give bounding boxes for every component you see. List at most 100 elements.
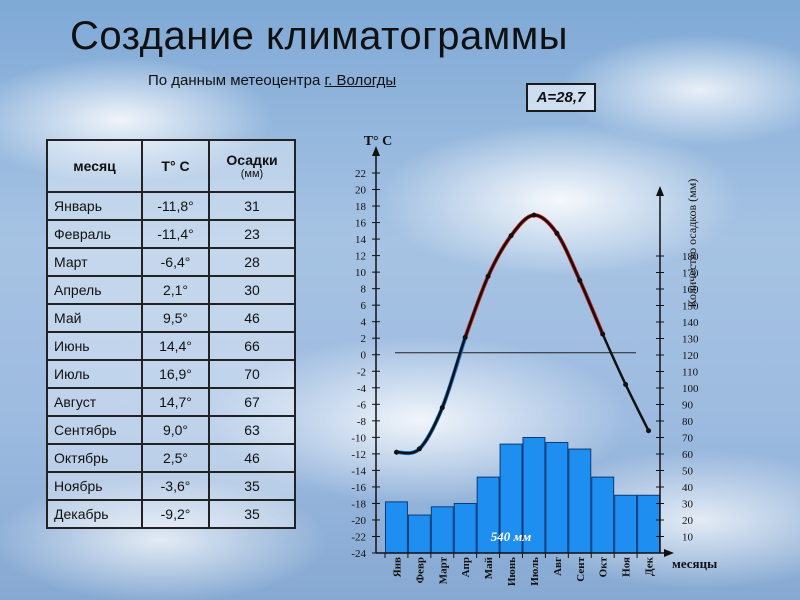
header-month: месяц [46, 139, 143, 193]
temp-tick-label: 0 [361, 350, 367, 362]
header-temp: Т° С [141, 139, 210, 193]
month-label: Июнь [506, 557, 518, 586]
table-row: Апрель 2,1° 30 [46, 275, 296, 305]
annual-total-label: 540 мм [491, 529, 532, 544]
temp-tick-label: -14 [351, 465, 366, 477]
temp-tick-label: 18 [355, 201, 367, 213]
temp-cell: 14,7° [141, 387, 210, 417]
precip-tick-label: 140 [682, 317, 699, 329]
temp-curve-cold [396, 336, 468, 456]
precip-bar [385, 501, 408, 554]
temp-tick-label: -20 [351, 515, 366, 527]
temp-cell: 2,1° [141, 275, 210, 305]
precip-cell: 46 [208, 303, 296, 333]
month-label: Май [483, 556, 495, 579]
precip-tick-label: 10 [682, 532, 694, 544]
temp-cell: 2,5° [141, 443, 210, 473]
temp-tick-label: -8 [357, 416, 367, 428]
month-cell: Ноябрь [46, 471, 143, 501]
temp-cell: 16,9° [141, 359, 210, 389]
temp-tick-label: 8 [361, 284, 367, 296]
temp-point [531, 212, 537, 218]
table-row: Ноябрь -3,6° 35 [46, 471, 296, 501]
temp-tick-label: 2 [361, 333, 367, 345]
temp-tick-label: 10 [355, 267, 367, 279]
precip-bar [430, 506, 454, 554]
precip-cell: 28 [208, 247, 296, 277]
month-label: Июль [529, 557, 541, 586]
precip-axis-title: Количество осадков (мм) [685, 179, 699, 308]
temp-tick-label: -18 [351, 498, 366, 510]
temp-tick-label: -24 [351, 548, 366, 560]
temp-cell: 14,4° [141, 331, 210, 361]
subtitle-prefix: По данным метеоцентра [148, 72, 325, 89]
table-row: Февраль -11,4° 23 [46, 219, 296, 249]
table-row: Август 14,7° 67 [46, 387, 296, 417]
precip-bar [407, 514, 431, 554]
precip-tick-label: 110 [682, 367, 699, 379]
table-row: Июль 16,9° 70 [46, 359, 296, 389]
temp-point [623, 381, 629, 387]
subtitle-city: г. Вологды [324, 72, 397, 89]
temp-point [485, 273, 491, 279]
temp-tick-label: -2 [357, 366, 366, 378]
table-row: Май 9,5° 46 [46, 303, 296, 333]
temp-curves [393, 212, 652, 456]
table-row: Январь -11,8° 31 [46, 191, 296, 221]
precip-cell: 30 [208, 275, 296, 305]
precip-cell: 31 [208, 191, 296, 221]
month-cell: Март [46, 247, 143, 277]
table-row: Июнь 14,4° 66 [46, 331, 296, 361]
precip-cell: 63 [208, 415, 296, 445]
precip-tick-label: 50 [682, 466, 694, 478]
precip-tick-label: 70 [682, 433, 694, 445]
precip-cell: 35 [208, 471, 296, 501]
table-header-row: месяц Т° С Осадки (мм) [46, 139, 296, 193]
temp-curve-main [396, 213, 650, 455]
month-label: Февр [414, 557, 426, 583]
temp-point [600, 331, 606, 337]
month-cell: Июль [46, 359, 143, 389]
temp-cell: 9,0° [141, 415, 210, 445]
month-label: Авг [552, 557, 564, 576]
header-precip-unit: (мм) [240, 168, 264, 180]
temp-point [577, 277, 583, 283]
month-label: Окт [598, 556, 610, 577]
temp-axis-title: Т° С [364, 134, 393, 149]
temp-tick-label: 22 [355, 168, 366, 180]
month-cell: Апрель [46, 275, 143, 305]
table-body: Январь -11,8° 31 Февраль -11,4° 23 Март -6,4° 28… [46, 191, 296, 529]
temp-point [416, 446, 422, 452]
month-cell: Май [46, 303, 143, 333]
table-row: Сентябрь 9,0° 63 [46, 415, 296, 445]
precip-bar [614, 494, 638, 554]
temp-cell: -11,8° [141, 191, 210, 221]
temp-axis-arrow [372, 146, 380, 156]
month-label: Сент [575, 556, 587, 581]
table-row: Октябрь 2,5° 46 [46, 443, 296, 473]
precip-cell: 35 [208, 499, 296, 529]
precip-cell: 66 [208, 331, 296, 361]
precip-bars [385, 437, 660, 554]
month-label: Ноя [621, 557, 633, 577]
precip-tick-label: 30 [682, 499, 694, 511]
month-cell: Февраль [46, 219, 143, 249]
month-cell: Декабрь [46, 499, 143, 529]
temp-cell: -11,4° [141, 219, 210, 249]
temp-tick-label: -6 [357, 399, 367, 411]
precip-tick-label: 150 [682, 301, 699, 313]
precip-cell: 46 [208, 443, 296, 473]
precip-tick-label: 160 [682, 284, 699, 296]
temp-cell: -6,4° [141, 247, 210, 277]
precip-cell: 23 [208, 219, 296, 249]
chart-labels: 2220181614121086420-2-4-6-8-10-12-14-16-… [351, 134, 717, 586]
month-cell: Октябрь [46, 443, 143, 473]
temp-cell: 9,5° [141, 303, 210, 333]
header-precip: Осадки (мм) [208, 139, 296, 193]
month-label: Март [437, 556, 449, 584]
x-axis-title: месяцы [672, 556, 717, 571]
temp-cell: -3,6° [141, 471, 210, 501]
temp-point [646, 428, 652, 434]
climate-table: месяц Т° С Осадки (мм) Январь -11,8° 31 Фев… [46, 139, 296, 529]
